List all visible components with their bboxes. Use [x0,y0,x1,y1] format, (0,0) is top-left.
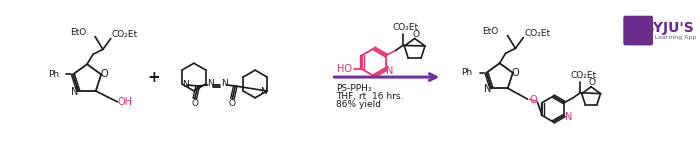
FancyBboxPatch shape [623,16,653,45]
Text: N: N [260,87,267,96]
Text: O: O [191,99,198,108]
Text: EtO: EtO [70,28,86,37]
Text: N: N [484,84,491,94]
Text: B: B [634,24,643,37]
Text: Ph: Ph [461,68,472,77]
Text: 86% yield: 86% yield [337,100,382,109]
Text: N: N [386,66,393,76]
Text: The Learning App: The Learning App [641,35,696,40]
Text: CO₂Et: CO₂Et [111,30,138,39]
Text: O: O [100,69,108,80]
Text: EtO: EtO [482,27,498,36]
Text: HO: HO [337,64,351,74]
Text: O: O [229,99,236,108]
Text: THF, rt  16 hrs.: THF, rt 16 hrs. [337,92,404,101]
Text: O: O [530,95,538,105]
Text: +: + [147,70,160,84]
Text: N: N [221,80,228,88]
Text: BYJU'S: BYJU'S [643,21,694,35]
Text: O: O [412,30,419,39]
Text: N: N [183,81,189,89]
Text: N: N [207,80,214,88]
Text: N: N [565,113,572,122]
Text: N: N [71,87,78,97]
Text: CO₂Et: CO₂Et [524,29,550,38]
Text: O: O [589,78,596,87]
Text: O: O [512,68,519,78]
Text: PS-PPH₃: PS-PPH₃ [337,84,372,93]
Text: CO₂Et: CO₂Et [570,71,596,80]
Text: CO₂Et: CO₂Et [393,23,419,32]
Text: OH: OH [118,97,133,107]
Text: Ph: Ph [48,70,59,79]
